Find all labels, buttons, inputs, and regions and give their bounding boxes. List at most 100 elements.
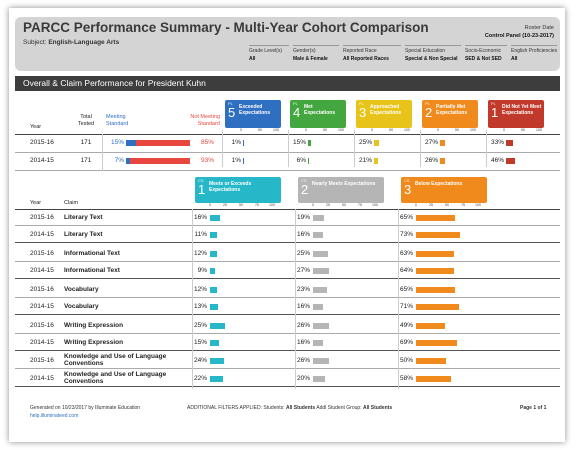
scale-tick: 0 <box>240 128 242 132</box>
scale-tick: 50 <box>342 203 346 207</box>
col-year: Year <box>30 200 42 206</box>
scale-tick: 50 <box>521 128 525 132</box>
subject-value: English-Language Arts <box>48 39 120 46</box>
scale-tick: 50 <box>239 203 243 207</box>
cs-number: 1 <box>198 182 206 197</box>
cs-label: Meets or Exceeds Expectations <box>209 181 252 193</box>
claim-year: 2014-15 <box>30 375 54 382</box>
cs3-bar <box>416 323 445 329</box>
cs2-pct: 23% <box>296 286 310 293</box>
cs1-bar <box>210 376 223 382</box>
cs3-pct: 50% <box>399 357 413 364</box>
not-meeting-bar <box>130 158 190 164</box>
pl3-pct: 25% <box>358 139 372 146</box>
cs1-pct: 12% <box>193 286 207 293</box>
scale-tick: 100 <box>536 128 542 132</box>
cs-header-1: CS 1 Meets or Exceeds Expectations <box>195 177 281 203</box>
cs3-pct: 64% <box>399 267 413 274</box>
pl3-pct: 21% <box>358 157 372 164</box>
cs1-bar <box>210 268 215 274</box>
cs1-bar <box>210 323 225 329</box>
cs2-bar <box>313 340 323 346</box>
cs-tag: CS <box>404 178 410 183</box>
meeting-bar <box>126 158 130 164</box>
pl-scale: 0 50 100 <box>356 128 412 133</box>
cs1-pct: 11% <box>194 231 207 238</box>
col-not-meeting-2: Standard <box>197 121 220 127</box>
pl-label: Did Not Yet Meet Expectations <box>502 104 542 116</box>
claim-name: Informational Text <box>64 267 120 274</box>
claim-row-rule <box>15 314 560 315</box>
claim-name: Writing Expression <box>64 339 124 346</box>
claim-row-rule <box>15 368 560 369</box>
claim-row-rule <box>15 350 560 351</box>
pl2-bar <box>440 140 445 146</box>
claim-row-rule <box>15 261 560 262</box>
cs-scale: 0 25 50 75 100 <box>298 203 384 208</box>
scale-tick: 50 <box>323 128 327 132</box>
claim-name: Literary Text <box>64 214 103 221</box>
pl2-pct: 26% <box>424 157 438 164</box>
pl2-pct: 27% <box>424 139 438 146</box>
cs1-pct: 22% <box>193 375 207 382</box>
scale-tick: 100 <box>273 128 279 132</box>
cs1-bar <box>210 215 220 221</box>
pl-number: 4 <box>293 105 301 120</box>
claim-year: 2014-15 <box>30 231 54 238</box>
cs1-pct: 16% <box>193 214 207 221</box>
pl-scale: 0 50 100 <box>488 128 544 133</box>
pl3-bar <box>374 140 379 146</box>
meeting-pct: 15% <box>110 139 124 146</box>
claim-year: 2015-16 <box>30 250 54 257</box>
pl5-bar <box>243 158 244 164</box>
pl-number: 2 <box>425 105 433 120</box>
cs2-bar <box>313 232 323 238</box>
overall-col-divider <box>486 130 487 167</box>
claims-col-divider <box>192 209 193 389</box>
cs1-bar <box>210 232 217 238</box>
footer-help-link[interactable]: help.illuminateed.com <box>30 413 79 419</box>
cs3-bar <box>416 232 460 238</box>
cs-header-3: CS 3 Below Expectations <box>401 177 487 203</box>
pl4-bar <box>308 158 309 164</box>
cs3-bar <box>416 287 455 293</box>
col-year: Year <box>30 124 42 130</box>
filter-english-proficiency: English Proficiencies All <box>511 45 557 67</box>
pl1-bar <box>506 140 513 146</box>
cs3-bar <box>416 215 455 221</box>
report-header: PARCC Performance Summary - Multi-Year C… <box>15 17 560 71</box>
scale-tick: 100 <box>475 203 481 207</box>
pl-header-4: PL 4 Met Expectations <box>290 100 346 128</box>
report-title: PARCC Performance Summary - Multi-Year C… <box>23 20 429 35</box>
col-total-tested-1: Total <box>80 114 92 120</box>
cs-number: 3 <box>404 182 412 197</box>
scale-tick: 0 <box>305 128 307 132</box>
cs2-pct: 19% <box>296 214 310 221</box>
claims-header-rule <box>15 209 560 210</box>
claim-year: 2015-16 <box>30 357 54 364</box>
cs1-pct: 13% <box>193 303 207 310</box>
cs1-pct: 24% <box>193 357 207 364</box>
claim-row-rule <box>15 225 560 226</box>
cs1-bar <box>210 340 219 346</box>
subject-line: Subject: English-Language Arts <box>23 39 120 46</box>
cs2-bar <box>313 323 329 329</box>
pl-scale: 0 50 100 <box>225 128 281 133</box>
scale-tick: 75 <box>358 203 362 207</box>
scale-tick: 0 <box>415 203 417 207</box>
cs2-bar <box>313 251 328 257</box>
cs3-pct: 63% <box>399 250 413 257</box>
cs3-pct: 49% <box>399 322 413 329</box>
claims-col-divider <box>398 209 399 389</box>
not-meeting-pct: 93% <box>200 157 214 164</box>
filter-special-ed: Special Education Special & Non Special <box>405 45 461 67</box>
claim-year: 2015-16 <box>30 286 54 293</box>
claim-year: 2014-15 <box>30 267 54 274</box>
cs2-pct: 16% <box>296 339 310 346</box>
pl-header-2: PL 2 Partially Met Expectations <box>422 100 478 128</box>
cs1-bar <box>210 304 218 310</box>
col-meeting-1: Meeting <box>106 114 126 120</box>
scale-tick: 0 <box>437 128 439 132</box>
claim-name: Vocabulary <box>64 303 99 310</box>
filter-gender: Gender(s) Male & Female <box>293 45 339 67</box>
